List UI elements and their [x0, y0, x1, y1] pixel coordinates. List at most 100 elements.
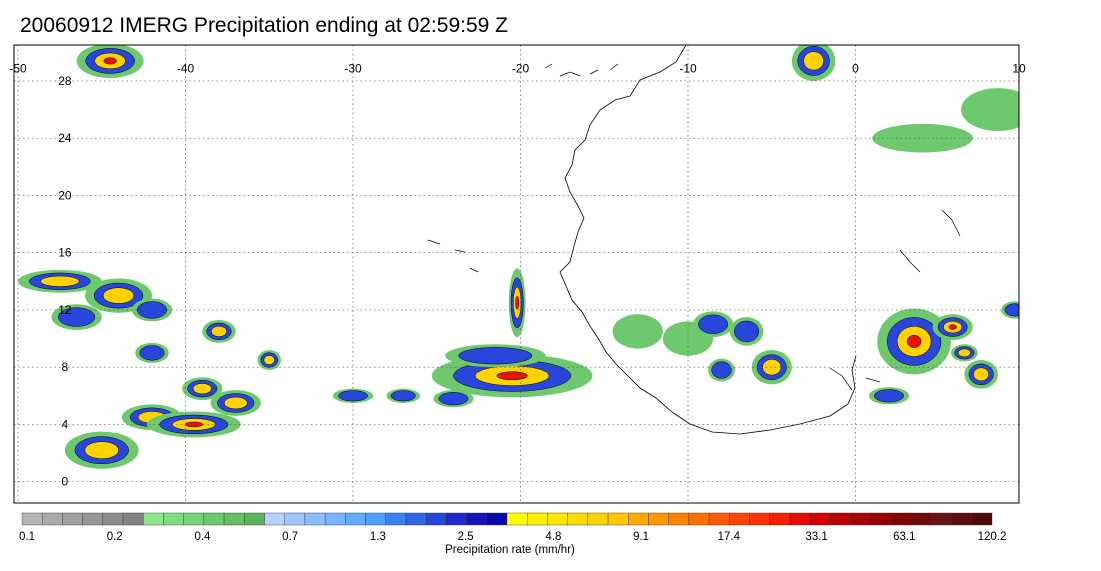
precip-cell — [708, 358, 735, 382]
colorbar-swatch — [749, 512, 770, 526]
precip-cell — [182, 377, 223, 401]
precip-cell — [76, 45, 144, 79]
precip-intensity-level — [58, 307, 96, 327]
colorbar-swatch — [203, 512, 225, 526]
colorbar-swatch — [607, 512, 629, 526]
colorbar-swatch — [708, 512, 730, 526]
precip-cell — [18, 269, 102, 293]
colorbar-swatch — [304, 512, 326, 526]
colorbar-swatch — [688, 512, 710, 526]
precip-cell — [751, 350, 792, 385]
precip-intensity-level — [1004, 303, 1019, 317]
plot-area: -50 -40 -30 -20 -10 0 10 0 4 8 12 16 20 24 28 — [9, 44, 1026, 504]
precip-cell — [433, 390, 474, 408]
colorbar-tick-label: 0.7 — [282, 531, 298, 543]
precip-intensity-level — [803, 51, 824, 71]
colorbar-label: Precipitation rate (mm/hr) — [445, 544, 575, 556]
precip-intensity-level — [263, 355, 275, 365]
colorbar-swatch — [628, 512, 649, 526]
colorbar-tick-label: 4.8 — [545, 531, 561, 543]
colorbar-tick-label: 120.2 — [978, 531, 1007, 543]
colorbar-swatch — [284, 512, 306, 526]
colorbar-swatch — [223, 512, 245, 526]
lat-tick-label: 12 — [58, 303, 72, 317]
lon-tick-label: -20 — [512, 61, 530, 75]
colorbar-swatch — [425, 512, 447, 526]
colorbar-swatch — [769, 512, 791, 526]
colorbar-swatch — [345, 512, 366, 526]
precip-cell — [1001, 301, 1019, 319]
colorbar-tick-labels: 0.1 0.2 0.4 0.7 1.3 2.5 4.8 9.1 17.4 33.1 63.1 120.… — [19, 531, 1006, 543]
precip-cell — [210, 390, 261, 416]
precip-cell — [964, 360, 998, 389]
colorbar-swatches — [21, 512, 993, 526]
lat-tick-label: 4 — [62, 417, 69, 431]
colorbar-swatch — [729, 512, 750, 526]
graticule — [14, 45, 1020, 503]
colorbar-tick-label: 2.5 — [458, 531, 474, 543]
precip-intensity-level — [948, 324, 957, 330]
colorbar-swatch — [244, 512, 265, 526]
precip-intensity-level — [496, 371, 528, 381]
precip-cell — [146, 411, 241, 438]
colorbar-swatch — [324, 512, 346, 526]
precip-intensity-level — [698, 314, 729, 334]
lat-tick-label: 28 — [58, 74, 72, 88]
colorbar-swatch — [587, 512, 609, 526]
precip-cell — [612, 314, 663, 349]
precip-cell — [932, 314, 973, 340]
precip-cell — [51, 304, 102, 330]
lon-tick-label: -10 — [679, 61, 697, 75]
precip-cell — [729, 317, 764, 346]
colorbar-swatch — [62, 512, 83, 526]
colorbar-tick-label: 63.1 — [893, 531, 915, 543]
colorbar-swatch — [21, 512, 43, 526]
colorbar-swatch — [264, 512, 285, 526]
colorbar-swatch — [910, 512, 932, 526]
precip-intensity-level — [139, 345, 165, 361]
precip-intensity-level — [137, 301, 167, 319]
colorbar-swatch — [870, 512, 892, 526]
colorbar-swatch — [527, 512, 548, 526]
precip-intensity-level — [961, 88, 1019, 132]
coastline-detail — [427, 63, 961, 391]
precip-intensity-level — [438, 392, 469, 406]
precip-cell — [872, 123, 973, 153]
lon-tick-label: -40 — [177, 61, 195, 75]
precip-cell — [791, 45, 836, 81]
precip-intensity-level — [40, 275, 80, 287]
colorbar-swatch — [648, 512, 669, 526]
colorbar-tick-label: 1.3 — [370, 531, 386, 543]
colorbar-swatch — [143, 512, 164, 526]
precip-cell — [445, 344, 546, 368]
lon-tick-label: -50 — [9, 61, 27, 75]
precip-cell — [386, 388, 420, 403]
colorbar-tick-label: 0.4 — [194, 531, 211, 543]
colorbar-swatch — [668, 512, 690, 526]
coastline — [559, 45, 857, 435]
colorbar-swatch — [163, 512, 184, 526]
coastline-layer — [427, 45, 961, 435]
precip-intensity-level — [103, 57, 117, 65]
colorbar-swatch — [466, 512, 487, 526]
colorbar-swatch — [789, 512, 811, 526]
colorbar-swatch — [42, 512, 63, 526]
colorbar-swatch — [365, 512, 386, 526]
precip-cell — [64, 431, 139, 469]
precip-intensity-level — [184, 421, 204, 428]
precip-intensity-level — [762, 359, 782, 376]
lon-tick-label: -30 — [344, 61, 362, 75]
precip-intensity-level — [84, 441, 119, 460]
lat-tick-label: 20 — [58, 188, 72, 202]
precip-cell — [693, 311, 734, 338]
colorbar-swatch — [122, 512, 144, 526]
colorbar-swatch — [102, 512, 124, 526]
precip-intensity-level — [515, 296, 519, 310]
precip-intensity-level — [390, 390, 416, 402]
precip-cell — [257, 350, 281, 371]
colorbar-swatch — [446, 512, 467, 526]
precip-intensity-level — [874, 389, 904, 403]
precip-cell — [950, 344, 978, 362]
precip-intensity-level — [458, 347, 533, 365]
lat-tick-label: 16 — [58, 246, 72, 260]
